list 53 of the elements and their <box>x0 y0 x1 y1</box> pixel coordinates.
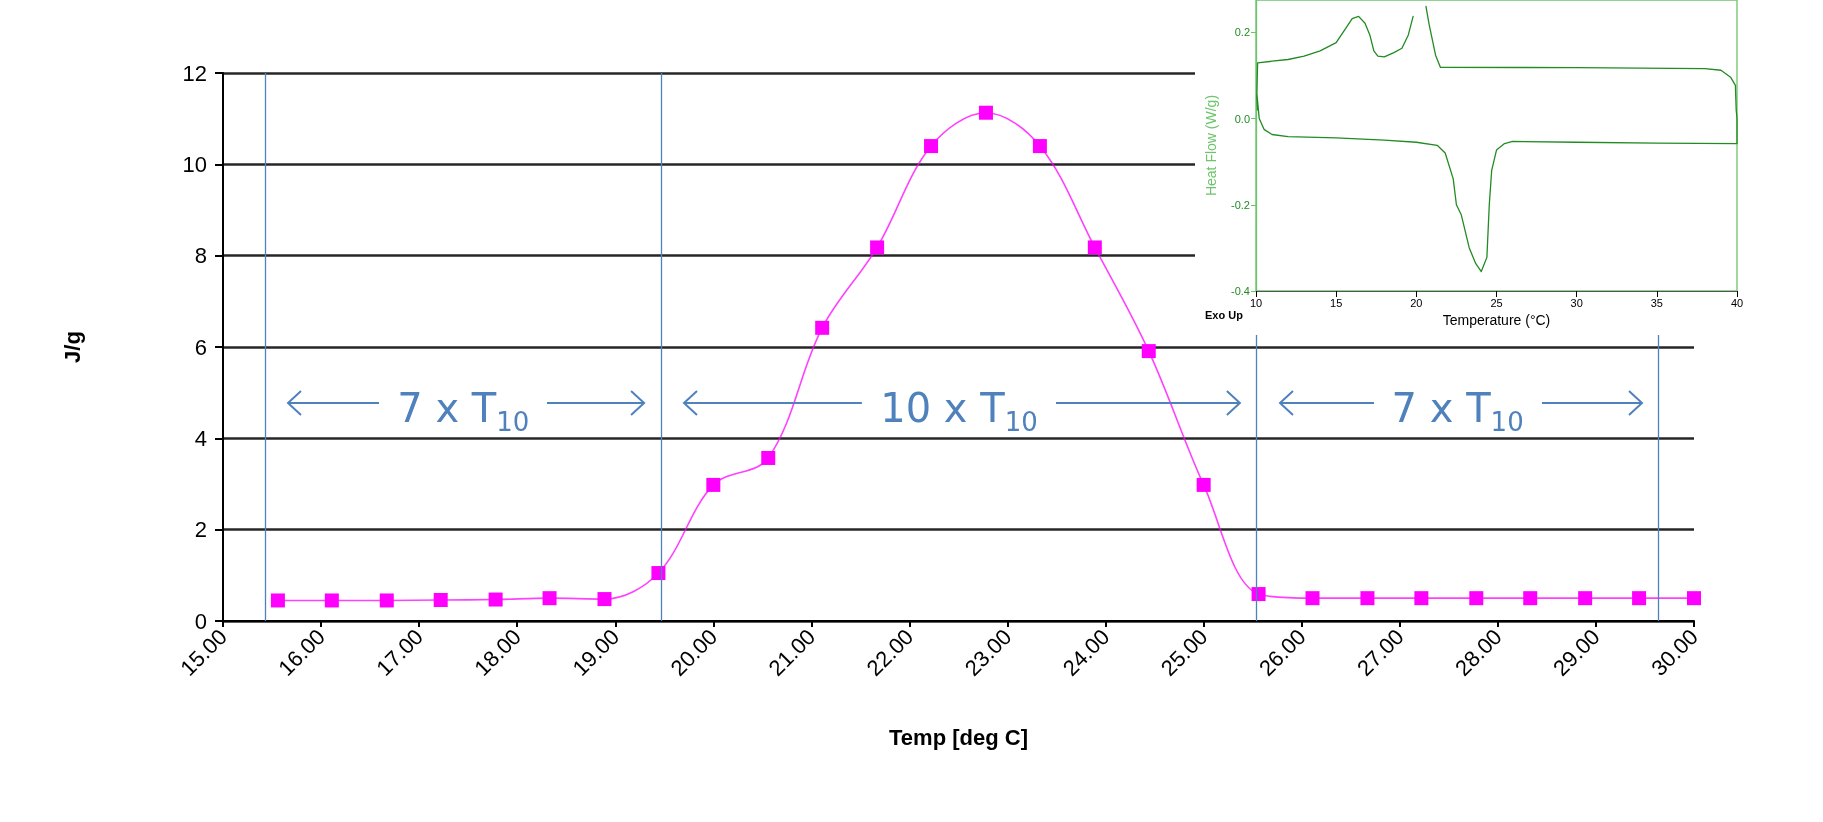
point <box>1469 591 1484 606</box>
annotation: 7 x T$_{10}$ <box>1377 384 1538 437</box>
point <box>542 591 557 606</box>
y-tick-label: 0.0 <box>1234 112 1250 125</box>
point <box>597 592 612 607</box>
point <box>815 320 830 335</box>
point <box>433 592 448 607</box>
point <box>379 593 394 608</box>
x-tick-label: 35 <box>1650 296 1663 309</box>
annotation: 10 x T$_{10}$ <box>866 384 1052 437</box>
x-tick-label: 15 <box>1330 296 1343 309</box>
y-tick-label: 8 <box>194 243 207 269</box>
point <box>488 592 503 607</box>
y-tick-label: 2 <box>194 517 207 543</box>
point <box>651 566 666 581</box>
y-tick-label: 0.2 <box>1234 26 1250 39</box>
point <box>1687 591 1701 606</box>
point <box>1360 591 1375 606</box>
y-tick-label: 0 <box>194 608 207 634</box>
point <box>1414 591 1429 606</box>
point <box>706 477 721 492</box>
x-tick-label: 10 <box>1249 296 1263 309</box>
point <box>1196 477 1211 492</box>
point <box>1305 591 1320 606</box>
x-tick-label: 40 <box>1730 296 1744 309</box>
point <box>1087 240 1102 255</box>
y-tick-label: 4 <box>194 425 207 451</box>
point <box>1032 139 1047 154</box>
y-tick-label: 12 <box>182 60 207 86</box>
point <box>978 105 993 120</box>
x-tick-label: 20 <box>1410 296 1423 309</box>
annotation: 7 x T$_{10}$ <box>383 384 544 437</box>
y-tick-label: 6 <box>194 334 207 360</box>
y-tick-label: 10 <box>182 151 207 177</box>
point <box>270 593 285 608</box>
x-axis-title: Temperature (°C) <box>1442 311 1551 328</box>
x-tick-label: 25 <box>1490 296 1503 309</box>
point <box>1632 591 1647 606</box>
point <box>870 240 885 255</box>
point <box>924 139 939 154</box>
point <box>1251 587 1266 602</box>
point <box>1523 591 1538 606</box>
point <box>1141 344 1156 359</box>
point <box>1578 591 1593 606</box>
x-axis-title: Temp [deg C] <box>889 724 1028 750</box>
annotation: Exo Up <box>1205 309 1243 321</box>
point <box>761 450 776 465</box>
y-tick-label: -0.2 <box>1231 198 1250 211</box>
point <box>324 593 339 608</box>
y-tick-label: -0.4 <box>1231 285 1250 297</box>
x-tick-label: 30 <box>1570 296 1583 309</box>
y-axis-title: Heat Flow (W/g) <box>1203 94 1219 197</box>
y-axis-title: J/g <box>59 331 85 363</box>
